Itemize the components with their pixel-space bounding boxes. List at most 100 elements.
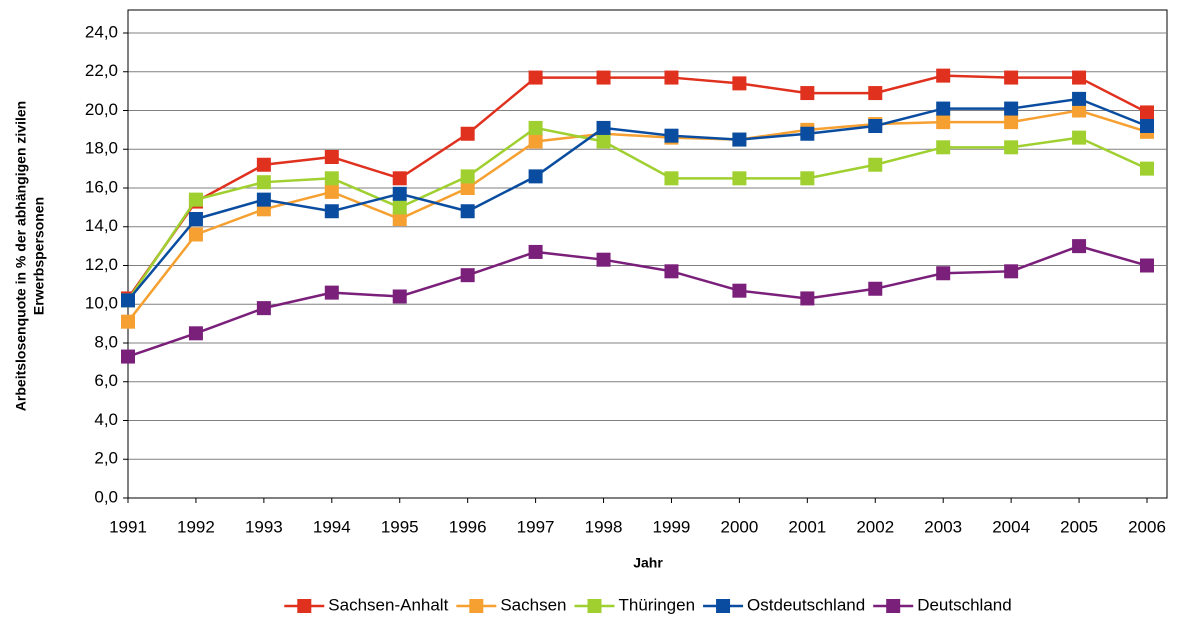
marker xyxy=(664,128,679,143)
legend-marker xyxy=(716,599,731,613)
marker xyxy=(392,212,407,226)
x-tick-label: 1997 xyxy=(517,517,555,536)
series-line xyxy=(126,74,1148,300)
marker xyxy=(1004,70,1019,85)
x-tick-label: 2001 xyxy=(788,517,826,536)
x-tick-label: 1992 xyxy=(177,517,215,536)
marker xyxy=(732,76,747,91)
marker xyxy=(1072,103,1087,118)
y-tick-label: 18,0 xyxy=(85,139,118,158)
marker xyxy=(868,119,883,133)
marker xyxy=(256,301,271,316)
marker xyxy=(868,86,883,101)
marker xyxy=(188,227,203,242)
marker xyxy=(528,134,543,149)
marker xyxy=(1072,130,1087,145)
series-line xyxy=(127,244,1148,358)
marker xyxy=(460,204,475,219)
marker xyxy=(1072,239,1087,254)
x-tick-label: 1999 xyxy=(653,517,691,536)
marker xyxy=(800,86,815,101)
marker xyxy=(392,200,407,215)
y-tick-label: 24,0 xyxy=(85,22,118,41)
x-tick-label: 2006 xyxy=(1128,517,1166,536)
plot-frame xyxy=(127,9,1168,499)
y-axis-label-line: Erwerbspersonen xyxy=(31,197,47,315)
marker xyxy=(460,181,475,195)
y-tick-label: 22,0 xyxy=(85,61,118,80)
marker xyxy=(1004,115,1019,130)
series-line xyxy=(127,109,1148,323)
marker xyxy=(868,281,883,296)
marker xyxy=(1140,161,1154,176)
marker xyxy=(800,171,815,186)
y-tick-label: 14,0 xyxy=(85,216,118,235)
marker xyxy=(121,314,135,329)
marker xyxy=(1072,70,1087,85)
marker xyxy=(1140,105,1154,120)
legend-marker xyxy=(886,599,901,613)
legend-label: Thüringen xyxy=(618,595,695,614)
marker xyxy=(664,70,679,85)
y-tick-label: 2,0 xyxy=(94,449,118,468)
marker xyxy=(528,244,543,259)
marker xyxy=(936,140,951,155)
y-tick-label: 8,0 xyxy=(94,332,118,351)
legend-label: Deutschland xyxy=(917,595,1012,614)
marker xyxy=(121,349,135,364)
marker xyxy=(1004,140,1019,155)
marker xyxy=(188,212,203,226)
marker xyxy=(596,120,611,135)
y-tick-label: 20,0 xyxy=(85,100,118,119)
x-tick-label: 2005 xyxy=(1060,517,1098,536)
marker xyxy=(392,289,407,304)
y-tick-label: 12,0 xyxy=(85,255,118,274)
marker xyxy=(188,326,203,341)
x-tick-label: 2000 xyxy=(720,517,758,536)
x-tick-label: 1991 xyxy=(109,517,147,536)
marker xyxy=(1004,264,1019,279)
x-tick-label: 1994 xyxy=(313,517,351,536)
marker xyxy=(324,150,339,164)
marker xyxy=(392,186,407,201)
marker xyxy=(528,70,543,85)
marker xyxy=(664,264,679,279)
series-line xyxy=(127,97,1148,302)
marker xyxy=(392,171,407,186)
series-line xyxy=(126,126,1148,302)
marker xyxy=(800,126,815,141)
marker xyxy=(868,157,883,172)
x-tick-label: 1993 xyxy=(245,517,283,536)
marker xyxy=(1140,119,1154,133)
x-tick-label: 2003 xyxy=(924,517,962,536)
y-tick-label: 0,0 xyxy=(94,487,118,506)
marker xyxy=(1140,258,1154,273)
marker xyxy=(460,268,475,283)
marker xyxy=(256,157,271,172)
legend-label: Sachsen xyxy=(500,595,566,614)
x-tick-label: 2002 xyxy=(856,517,894,536)
y-tick-label: 4,0 xyxy=(94,410,118,429)
marker xyxy=(324,171,339,186)
x-tick-label: 1998 xyxy=(585,517,623,536)
legend-label: Sachsen-Anhalt xyxy=(328,595,448,614)
marker xyxy=(800,291,815,306)
legend-marker xyxy=(297,599,312,613)
y-tick-label: 16,0 xyxy=(85,177,118,196)
marker xyxy=(256,192,271,207)
marker xyxy=(324,204,339,219)
y-axis-label-line: Arbeitslosenquote in % der abhängigen zi… xyxy=(13,101,29,411)
marker xyxy=(1004,101,1019,116)
y-tick-label: 10,0 xyxy=(85,294,118,313)
marker xyxy=(460,169,475,184)
marker xyxy=(936,115,951,130)
legend-marker xyxy=(469,599,484,613)
marker xyxy=(596,70,611,85)
marker xyxy=(596,252,611,267)
marker xyxy=(324,184,339,199)
marker xyxy=(188,192,203,207)
legend-marker xyxy=(587,599,602,613)
x-axis-label: Jahr xyxy=(633,555,663,571)
y-tick-label: 6,0 xyxy=(94,371,118,390)
